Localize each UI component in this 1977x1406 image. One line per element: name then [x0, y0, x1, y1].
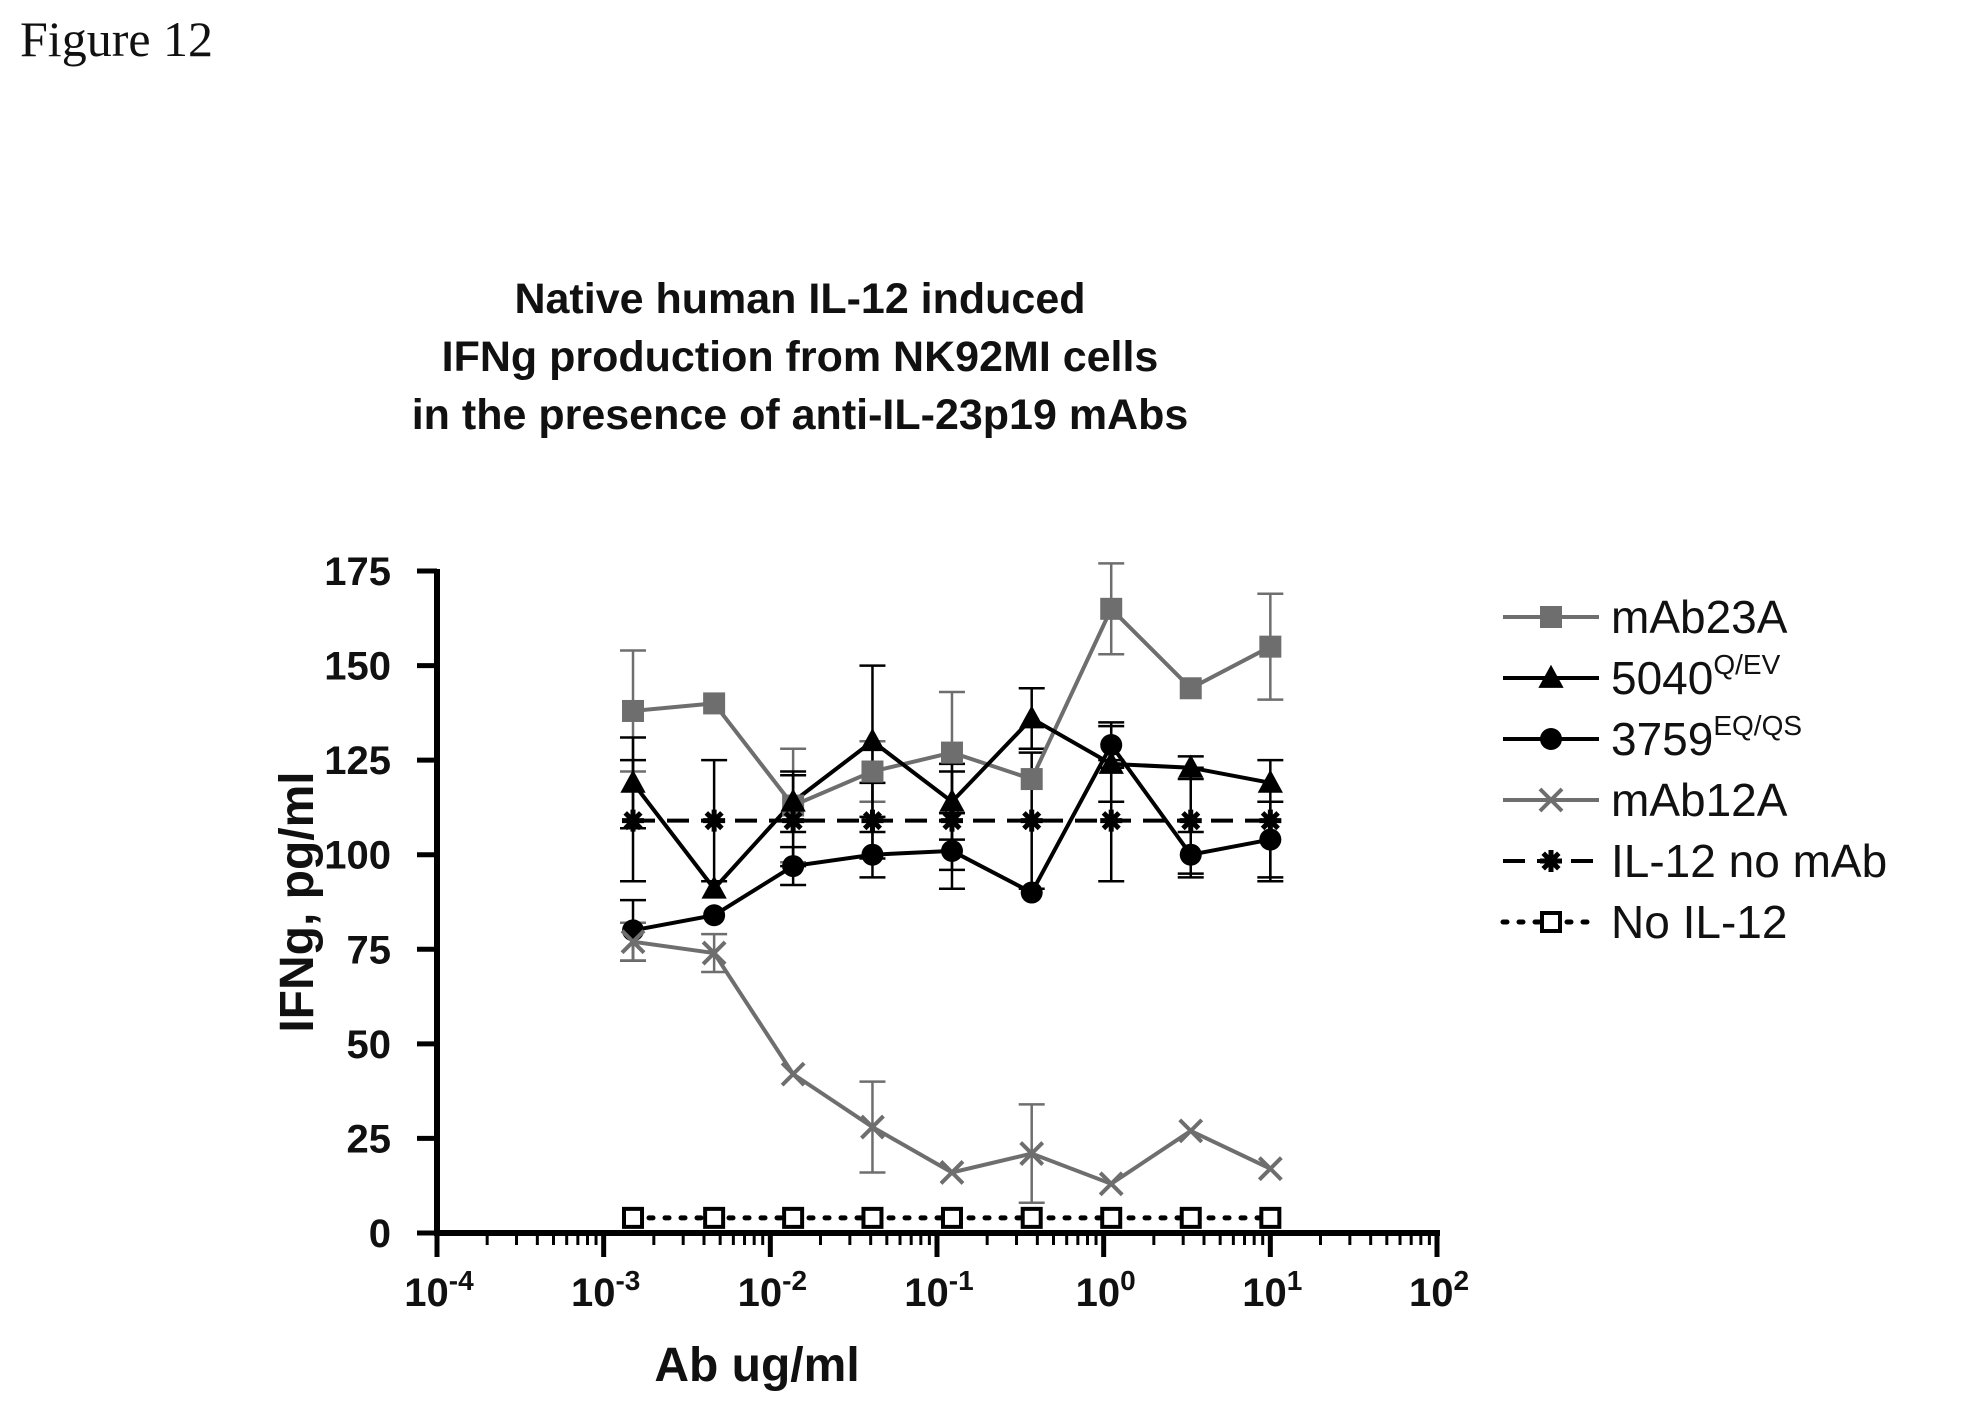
legend-marker [1538, 664, 1564, 688]
legend-marker [1540, 911, 1562, 933]
data-point [1259, 828, 1282, 851]
data-point [1098, 1171, 1124, 1197]
x-tick-label: 10-2 [738, 1265, 807, 1315]
data-point [780, 1061, 806, 1087]
data-point [940, 839, 963, 862]
legend-marker [1540, 850, 1562, 872]
legend-label: 5040Q/EV [1611, 649, 1781, 704]
data-point [622, 919, 645, 942]
data-point [782, 1206, 805, 1229]
data-point [1100, 597, 1123, 620]
data-point [1179, 677, 1202, 700]
figure-label: Figure 12 [20, 11, 214, 67]
y-axis-label: IFNg, pg/ml [271, 771, 324, 1032]
data-point [780, 788, 806, 812]
data-point [620, 769, 646, 793]
data-point [939, 788, 965, 812]
data-point [1100, 734, 1123, 757]
data-point [1098, 750, 1124, 774]
data-point [860, 1114, 885, 1140]
data-point [1178, 754, 1204, 778]
y-tick-label: 0 [369, 1212, 391, 1256]
data-point [622, 1206, 645, 1229]
y-tick-label: 25 [347, 1117, 392, 1161]
data-point [701, 940, 727, 966]
y-tick-label: 75 [347, 928, 392, 972]
data-point [1259, 809, 1282, 832]
data-point [703, 809, 726, 832]
series-line [632, 939, 1272, 1187]
legend-label: mAb23A [1611, 591, 1788, 643]
legend-marker [1540, 728, 1562, 750]
x-tick-label: 102 [1409, 1265, 1469, 1315]
chart-title: Native human IL-12 induced IFNg producti… [300, 270, 1300, 444]
data-point [622, 699, 645, 722]
data-point [1019, 1141, 1045, 1166]
data-point [940, 741, 963, 764]
x-tick-label: 101 [1242, 1265, 1302, 1315]
x-tick-label: 10-3 [571, 1265, 640, 1315]
y-tick-label: 175 [324, 550, 391, 594]
data-point [1020, 1206, 1043, 1229]
data-point [940, 809, 963, 832]
legend-marker [1538, 787, 1564, 813]
legend-marker [1540, 606, 1562, 628]
y-tick-label: 50 [347, 1023, 392, 1067]
data-point [1257, 1156, 1283, 1182]
series-markers [620, 597, 1283, 1229]
data-point [703, 1206, 726, 1229]
data-point [1179, 809, 1202, 832]
chart-axes: 0 25 50 75 100 125 150 175 10-4 10-3 10-2 10-1 100 10… [324, 550, 1469, 1315]
data-point [1020, 768, 1043, 791]
data-point [703, 904, 726, 927]
data-point [703, 692, 726, 715]
data-point [861, 1206, 884, 1229]
data-point [1259, 635, 1282, 658]
data-point [1020, 881, 1043, 904]
data-point [861, 843, 884, 866]
data-point [1100, 1206, 1123, 1229]
data-point [861, 809, 884, 832]
data-point [1100, 809, 1123, 832]
data-point [1179, 843, 1202, 866]
data-point [1019, 705, 1045, 729]
y-tick-label: 125 [324, 739, 391, 783]
chart-title-line-1: Native human IL-12 induced [514, 275, 1086, 323]
chart-legend: mAb23A 5040Q/EV 3759EQ/QS mAb12A IL-12 no mA… [1500, 591, 1887, 948]
chart-title-line-3: in the presence of anti-IL-23p19 mAbs [411, 391, 1189, 439]
data-point [1259, 1206, 1282, 1229]
legend-label: No IL-12 [1611, 896, 1787, 948]
data-point [859, 728, 886, 752]
chart-title-line-2: IFNg production from NK92MI cells [441, 333, 1159, 381]
data-point [861, 760, 884, 783]
data-point [622, 809, 645, 832]
y-tick-label: 150 [324, 645, 391, 689]
x-axis-label: Ab ug/ml [654, 1339, 859, 1392]
x-tick-label: 100 [1076, 1265, 1136, 1315]
legend-label: IL-12 no mAb [1611, 835, 1887, 887]
data-point [1178, 1118, 1204, 1144]
data-point [1020, 809, 1043, 832]
data-point [940, 1206, 963, 1229]
x-tick-label: 10-1 [904, 1265, 973, 1315]
legend-label: mAb12A [1611, 774, 1788, 826]
data-point [620, 929, 646, 955]
y-tick-label: 100 [324, 834, 391, 878]
data-point [1179, 1206, 1202, 1229]
legend-label: 3759EQ/QS [1611, 710, 1802, 765]
data-point [782, 809, 805, 832]
x-tick-label: 10-4 [404, 1265, 474, 1315]
data-point [1257, 769, 1283, 793]
data-point [701, 875, 727, 899]
data-point [939, 1160, 965, 1185]
data-point [782, 855, 805, 878]
